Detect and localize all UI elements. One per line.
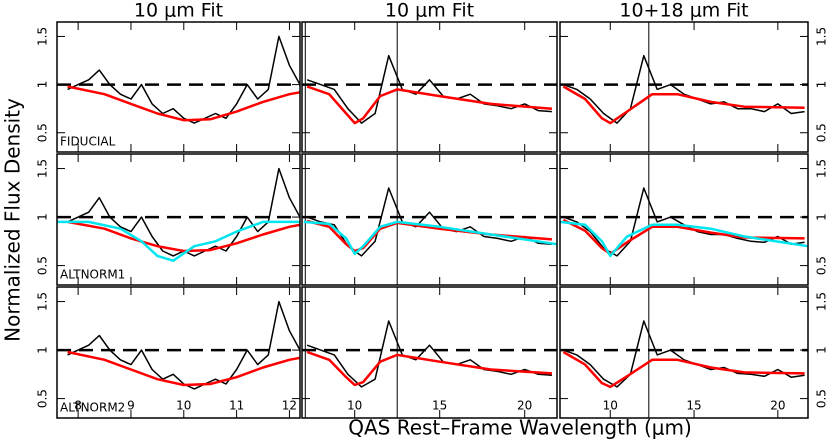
panel-annotation: ALTNORM2	[60, 401, 125, 415]
y-tick-label: 1.5	[815, 159, 829, 178]
x-tick-label: 9	[127, 399, 135, 413]
y-tick-label: 1.5	[36, 292, 50, 311]
x-tick-label: 8	[74, 399, 82, 413]
x-tick-label: 10	[347, 399, 362, 413]
model-line	[67, 350, 301, 387]
panel-title: 10 μm Fit	[385, 0, 474, 22]
y-tick-label: 0.5	[815, 256, 829, 275]
panel-title: 10+18 μm Fit	[619, 0, 748, 22]
data-line	[306, 187, 552, 257]
panel-annotation: ALTNORM1	[60, 268, 125, 282]
panel-frame	[56, 153, 301, 286]
y-tick-label: 1.5	[815, 27, 829, 46]
y-tick-label: 1.5	[815, 292, 829, 311]
x-tick-label: 20	[770, 399, 785, 413]
model-line	[57, 220, 300, 262]
data-line	[306, 54, 552, 124]
y-tick-label: 0.5	[36, 389, 50, 408]
model-line	[303, 220, 558, 256]
x-axis-label: QAS Rest–Frame Wavelength (μm)	[348, 416, 692, 440]
model-line	[67, 85, 301, 122]
y-tick-label: 0.5	[815, 389, 829, 408]
model-line	[559, 220, 809, 258]
x-tick-label: 20	[517, 399, 532, 413]
x-tick-label: 10	[603, 399, 618, 413]
y-tick-label: 0.5	[815, 123, 829, 142]
x-tick-label: 15	[686, 399, 701, 413]
x-tick-label: 12	[282, 399, 297, 413]
panel-frame	[301, 153, 558, 286]
panel-frame	[559, 286, 809, 419]
model-line	[67, 220, 301, 253]
model-line	[562, 350, 805, 389]
x-tick-label: 11	[229, 399, 244, 413]
panel-frame	[301, 21, 558, 153]
panel-frame	[56, 21, 301, 153]
y-axis-label: Normalized Flux Density	[1, 98, 25, 342]
data-line	[306, 320, 552, 388]
panel-title: 10 μm Fit	[134, 0, 223, 22]
data-line	[563, 54, 805, 124]
y-tick-label: 1.5	[36, 159, 50, 178]
data-line	[67, 35, 301, 124]
x-tick-label: 10	[176, 399, 191, 413]
data-line	[563, 320, 805, 388]
y-tick-label: 1	[815, 213, 829, 221]
panel-annotation: FIDUCIAL	[60, 135, 116, 149]
panel-frame	[559, 21, 809, 153]
panel-frame	[559, 153, 809, 286]
model-line	[306, 350, 552, 387]
y-tick-label: 1	[815, 81, 829, 89]
model-line	[562, 218, 805, 256]
data-line	[67, 300, 301, 390]
y-tick-label: 0.5	[36, 123, 50, 142]
panel-frame	[56, 286, 301, 419]
data-line	[67, 167, 301, 257]
y-tick-label: 1	[815, 346, 829, 354]
y-tick-label: 0.5	[36, 256, 50, 275]
y-tick-label: 1	[36, 346, 50, 354]
model-line	[562, 85, 805, 125]
panel-frame	[301, 286, 558, 419]
y-tick-label: 1.5	[36, 27, 50, 46]
y-tick-label: 1	[36, 81, 50, 89]
x-tick-label: 15	[432, 399, 447, 413]
y-tick-label: 1	[36, 213, 50, 221]
model-line	[306, 85, 552, 125]
